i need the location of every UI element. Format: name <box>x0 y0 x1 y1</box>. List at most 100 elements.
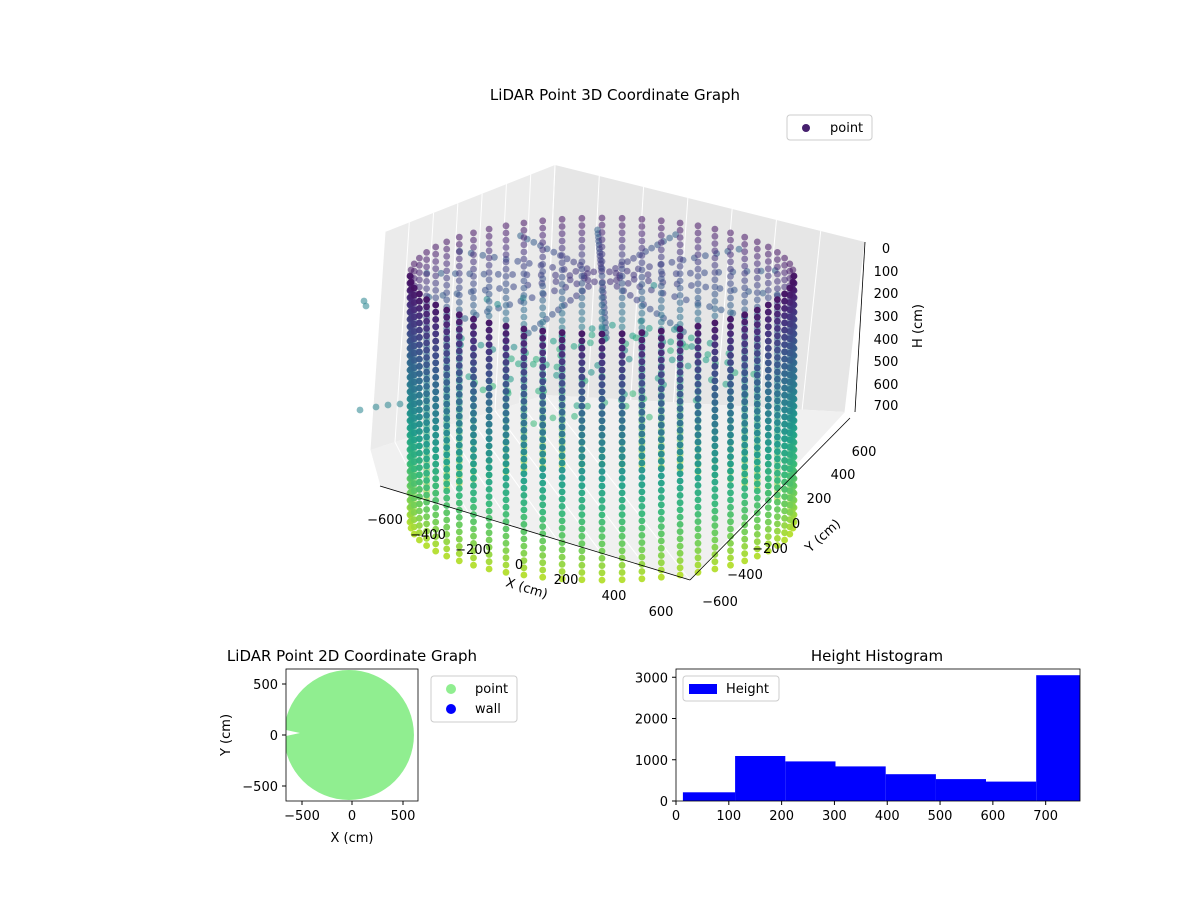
data-point <box>676 347 684 355</box>
data-point <box>711 334 719 341</box>
data-point <box>423 448 430 455</box>
data-point <box>432 301 440 309</box>
x-tick-label: 0 <box>672 809 680 824</box>
data-point <box>539 429 547 436</box>
z-tick-group: 0 100 200 300 400 500 600 700 <box>874 242 899 414</box>
data-point <box>470 388 477 395</box>
data-point <box>485 464 493 472</box>
data-point <box>502 229 510 237</box>
grid-line <box>369 449 381 487</box>
data-point <box>668 258 676 266</box>
data-point <box>423 506 430 513</box>
data-point <box>632 334 640 342</box>
data-point <box>470 287 477 295</box>
data-point <box>416 355 423 363</box>
data-point <box>520 376 528 383</box>
data-point <box>676 557 684 564</box>
data-point <box>598 323 606 330</box>
data-point <box>711 420 719 428</box>
data-point <box>624 280 632 287</box>
data-point <box>578 460 586 468</box>
data-point <box>553 363 561 371</box>
data-point <box>372 403 380 411</box>
data-point <box>786 291 794 299</box>
data-point <box>618 475 626 482</box>
data-point <box>694 424 702 431</box>
data-point <box>502 388 510 395</box>
data-point <box>578 373 586 381</box>
data-point <box>753 451 761 459</box>
data-point <box>598 562 606 569</box>
data-point <box>781 522 788 529</box>
data-point <box>741 420 749 427</box>
data-point <box>432 410 440 417</box>
data-point <box>520 484 528 492</box>
data-point <box>455 270 463 277</box>
data-point <box>437 269 445 277</box>
data-point <box>356 406 364 414</box>
data-point <box>485 298 493 305</box>
data-point <box>485 457 493 464</box>
data-point <box>520 390 528 398</box>
data-point <box>764 308 772 316</box>
data-point <box>502 251 510 259</box>
data-point <box>443 545 451 553</box>
data-point <box>558 459 566 467</box>
data-point <box>786 487 794 495</box>
data-point <box>786 386 794 393</box>
data-point <box>539 508 547 516</box>
data-point <box>753 260 761 267</box>
data-point <box>618 446 626 453</box>
data-point <box>676 226 684 234</box>
data-point <box>638 288 646 295</box>
data-point <box>764 424 772 432</box>
data-point <box>711 435 719 443</box>
data-point <box>578 540 586 547</box>
data-point <box>416 341 423 348</box>
data-point <box>578 417 586 424</box>
data-point <box>443 313 451 321</box>
y-ticks-2d: 500 0 −500 <box>242 678 286 795</box>
data-point <box>618 265 626 273</box>
data-point <box>455 448 463 456</box>
data-point <box>676 470 684 478</box>
data-point <box>578 222 586 230</box>
data-point <box>485 384 493 392</box>
data-point <box>432 395 440 403</box>
legend-label-point: point <box>475 682 508 697</box>
data-point <box>657 465 665 473</box>
data-point <box>416 435 423 443</box>
data-point <box>727 294 734 302</box>
data-point <box>694 337 702 345</box>
data-point <box>520 542 528 550</box>
point-cloud-3d <box>356 214 798 584</box>
data-point <box>558 302 566 310</box>
data-point <box>558 408 566 416</box>
data-point <box>638 336 646 344</box>
data-point <box>638 430 646 438</box>
data-point <box>727 467 734 475</box>
data-point <box>676 564 684 572</box>
data-point <box>786 451 794 458</box>
data-point <box>598 518 606 526</box>
data-point <box>694 287 702 295</box>
grid-line <box>801 230 822 410</box>
data-point <box>485 305 493 313</box>
data-point <box>410 291 418 299</box>
data-point <box>786 320 794 328</box>
data-point <box>667 347 674 354</box>
data-point <box>470 251 477 258</box>
data-point <box>657 304 665 312</box>
data-point <box>520 219 528 227</box>
data-point <box>539 436 547 444</box>
data-point <box>443 516 451 524</box>
data-point <box>774 339 781 347</box>
data-point <box>502 265 510 273</box>
data-point <box>638 215 646 223</box>
data-point <box>781 428 788 435</box>
data-point <box>539 224 547 232</box>
data-point <box>443 502 451 509</box>
data-point <box>598 460 606 468</box>
data-point <box>676 320 684 328</box>
data-point <box>694 467 702 475</box>
